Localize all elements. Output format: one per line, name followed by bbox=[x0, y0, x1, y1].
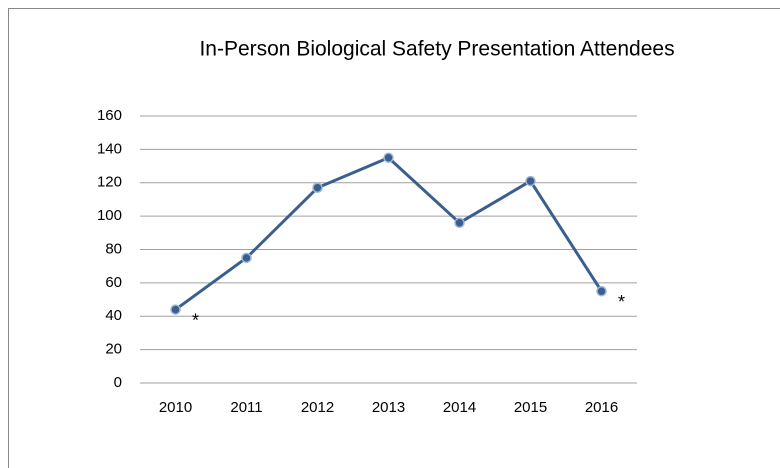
data-point bbox=[170, 304, 181, 315]
y-tick-label: 80 bbox=[105, 240, 122, 257]
data-point bbox=[454, 217, 465, 229]
y-tick-label: 160 bbox=[97, 107, 122, 124]
y-tick-label: 60 bbox=[105, 274, 122, 291]
x-tick-label: 2012 bbox=[301, 399, 334, 416]
data-point bbox=[312, 182, 323, 194]
data-point bbox=[596, 285, 607, 297]
data-point bbox=[525, 175, 536, 187]
x-tick-label: 2013 bbox=[372, 399, 405, 416]
y-tick-label: 0 bbox=[114, 374, 122, 391]
y-tick-label: 40 bbox=[105, 307, 122, 324]
x-tick-label: 2011 bbox=[230, 399, 262, 416]
data-point bbox=[241, 252, 252, 264]
y-tick-label: 100 bbox=[97, 207, 122, 224]
y-tick-label: 140 bbox=[97, 140, 122, 157]
chart-border bbox=[8, 8, 780, 468]
data-point bbox=[383, 152, 394, 163]
y-tick-label: 120 bbox=[97, 174, 122, 191]
x-tick-label: 2014 bbox=[443, 399, 476, 416]
y-tick-label: 20 bbox=[105, 341, 122, 358]
x-tick-label: 2016 bbox=[585, 399, 618, 416]
x-tick-label: 2010 bbox=[159, 399, 192, 416]
annotation: * bbox=[618, 292, 625, 312]
x-tick-label: 2015 bbox=[514, 399, 547, 416]
annotation: * bbox=[192, 310, 199, 330]
chart-title: In-Person Biological Safety Presentation… bbox=[199, 38, 674, 61]
